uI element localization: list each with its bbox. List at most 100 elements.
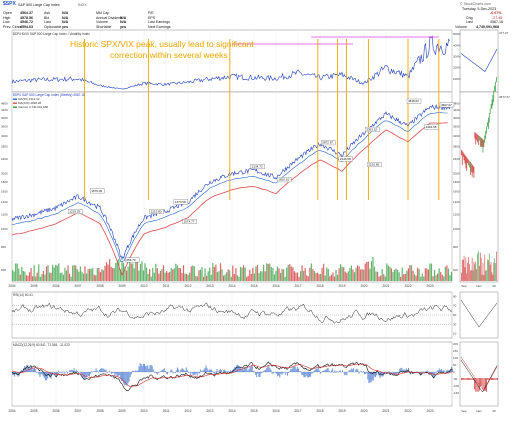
- macd-histogram-bar: [217, 371, 219, 372]
- volume-bar: [166, 271, 168, 281]
- macd-histogram-bar: [175, 370, 177, 372]
- x-axis-label: 2011: [163, 284, 170, 288]
- macd-histogram-bar: [76, 371, 78, 372]
- side-macd-bar: [475, 378, 477, 392]
- volume-bar: [350, 265, 352, 281]
- volume-bar: [423, 276, 425, 281]
- volume-bar: [443, 276, 445, 281]
- volume-bar: [98, 267, 100, 281]
- volume-bar: [246, 276, 248, 281]
- macd-histogram-bar: [57, 372, 59, 375]
- macd-histogram-bar: [205, 365, 207, 372]
- side-volume-bar: [488, 253, 490, 281]
- volume-bar: [189, 272, 191, 281]
- macd-histogram-bar: [50, 372, 52, 379]
- volume-bar: [68, 273, 71, 281]
- macd-histogram-bar: [193, 372, 195, 375]
- macd-tick-label: 50: [453, 363, 457, 367]
- volume-bar: [299, 271, 302, 281]
- side-price-label: 4577.07: [499, 95, 510, 99]
- side-candle: [475, 132, 477, 145]
- macd-histogram-bar: [313, 370, 315, 372]
- macd-histogram-bar: [224, 369, 226, 372]
- header-field-label: Last Earnings: [148, 20, 170, 24]
- volume-bar: [279, 272, 282, 281]
- side-macd-bar: [493, 378, 495, 380]
- macd-histogram-bar: [387, 372, 389, 374]
- header-field-value: N/A: [62, 15, 69, 20]
- price-tick-label: 1400: [453, 200, 460, 204]
- x-axis-label: 2004: [8, 409, 15, 413]
- macd-histogram-bar: [395, 372, 397, 376]
- volume-bar: [447, 268, 450, 281]
- volume-bar: [158, 273, 160, 281]
- volume-bar: [96, 268, 98, 281]
- side-volume-bar: [462, 259, 464, 281]
- ratio-legend: $SPX:$VIX S&P 500 Large Cap Index / Vola…: [13, 32, 90, 36]
- volume-bar: [127, 266, 129, 281]
- volume-bar: [235, 268, 237, 281]
- macd-histogram-bar: [101, 368, 103, 372]
- macd-histogram-bar: [149, 365, 151, 372]
- volume-bar: [182, 265, 185, 281]
- side-ratio-label: 477.27: [499, 31, 509, 35]
- volume-bar: [175, 263, 177, 281]
- header-field-label: High: [3, 15, 11, 20]
- macd-histogram-bar: [87, 372, 89, 377]
- macd-histogram-bar: [447, 370, 449, 372]
- volume-bar: [263, 264, 265, 281]
- volume-bar: [64, 267, 66, 281]
- side-macd-line: [460, 359, 498, 393]
- macd-histogram-bar: [389, 372, 391, 374]
- volume-bar: [432, 276, 434, 281]
- macd-histogram-bar: [279, 372, 281, 378]
- volume-bar: [392, 271, 394, 281]
- side-candle: [462, 152, 464, 157]
- header-field-value: 4546.72: [20, 20, 33, 24]
- side-macd-panel: [459, 341, 499, 407]
- side-candle: [486, 126, 487, 134]
- volume-bar: [186, 273, 188, 281]
- side-rsi-line: [460, 299, 498, 328]
- macd-histogram-bar: [39, 372, 41, 377]
- volume-bar: [321, 267, 323, 281]
- volume-bar: [170, 268, 172, 281]
- volume-bar: [198, 270, 200, 281]
- macd-histogram-bar: [108, 370, 110, 372]
- volume-bar: [153, 272, 155, 281]
- macd-histogram-bar: [420, 372, 422, 376]
- macd-histogram-bar: [177, 367, 178, 372]
- macd-histogram-bar: [36, 372, 38, 373]
- macd-histogram-bar: [292, 366, 294, 372]
- side-volume-bar: [470, 269, 472, 281]
- side-candle: [477, 134, 478, 143]
- macd-histogram-bar: [339, 370, 341, 372]
- side-volume-bar: [495, 263, 496, 281]
- volume-bar: [47, 264, 49, 281]
- macd-histogram-bar: [142, 363, 144, 372]
- volume-bar: [135, 261, 137, 281]
- macd-histogram-bar: [357, 369, 359, 372]
- macd-histogram-bar: [145, 366, 147, 372]
- side-candle: [466, 157, 468, 171]
- side-macd-bar: [474, 378, 475, 390]
- volume-bar: [141, 261, 143, 281]
- annotation-line1: Historic SPX/VIX peak, usually lead to s…: [70, 39, 254, 49]
- side-candle: [490, 104, 492, 109]
- volume-bar: [70, 276, 72, 281]
- macd-histogram-bar: [91, 371, 93, 372]
- volume-bar: [62, 274, 65, 281]
- volume-bar: [181, 272, 183, 281]
- volume-bar: [395, 268, 397, 281]
- side-macd-bar: [494, 378, 496, 380]
- macd-histogram-bar: [72, 370, 74, 372]
- volume-bar: [363, 269, 365, 281]
- macd-histogram-bar: [289, 371, 291, 372]
- volume-bar: [349, 268, 351, 281]
- volume-bar: [81, 271, 83, 281]
- macd-histogram-bar: [96, 370, 98, 372]
- macd-histogram-bar: [71, 369, 73, 372]
- volume-bar: [52, 264, 54, 281]
- macd-histogram-bar: [167, 372, 169, 375]
